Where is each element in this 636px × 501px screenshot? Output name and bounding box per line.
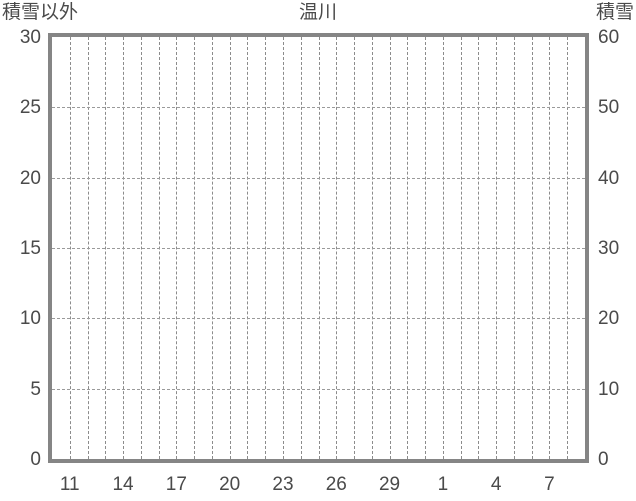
horizontal-gridline — [52, 318, 585, 320]
y-tick-label-left: 0 — [30, 449, 41, 470]
x-tick-label: 4 — [490, 474, 502, 495]
x-tick-label: 7 — [544, 474, 555, 495]
y-tick-label-left: 30 — [19, 27, 41, 48]
y-tick-label-left: 20 — [19, 167, 41, 189]
y-tick-label-left: 25 — [19, 97, 41, 119]
horizontal-gridline — [52, 388, 585, 390]
y-tick-label-right: 40 — [598, 167, 620, 189]
y-tick-label-right: 60 — [598, 27, 620, 48]
page-title: 温川 — [298, 2, 337, 23]
x-tick-label: 23 — [272, 474, 294, 495]
horizontal-gridline — [52, 248, 585, 249]
horizontal-gridline — [52, 177, 585, 179]
x-tick-label: 1 — [437, 474, 449, 495]
y-tick-label-left: 10 — [19, 308, 41, 330]
x-tick-label: 14 — [112, 474, 134, 495]
y-tick-label-left: 5 — [30, 378, 41, 400]
x-tick-label: 11 — [59, 474, 80, 495]
y-tick-label-right: 10 — [598, 378, 620, 400]
x-tick-label: 20 — [219, 474, 241, 495]
y-tick-label-right: 30 — [598, 238, 620, 259]
y-tick-label-right: 20 — [598, 308, 620, 330]
x-tick-label: 29 — [378, 474, 401, 495]
y-tick-label-left: 15 — [19, 238, 41, 259]
y-tick-label-right: 50 — [598, 97, 620, 119]
left-axis-title: 積雪以外 — [2, 2, 79, 23]
x-tick-label: 17 — [165, 474, 187, 495]
right-axis-title: 積雪 — [595, 2, 634, 23]
y-tick-label-right: 0 — [598, 449, 609, 470]
horizontal-gridline — [52, 107, 585, 109]
x-tick-label: 26 — [325, 474, 347, 495]
gridlines-layer — [52, 37, 585, 459]
plot-area — [48, 33, 589, 463]
